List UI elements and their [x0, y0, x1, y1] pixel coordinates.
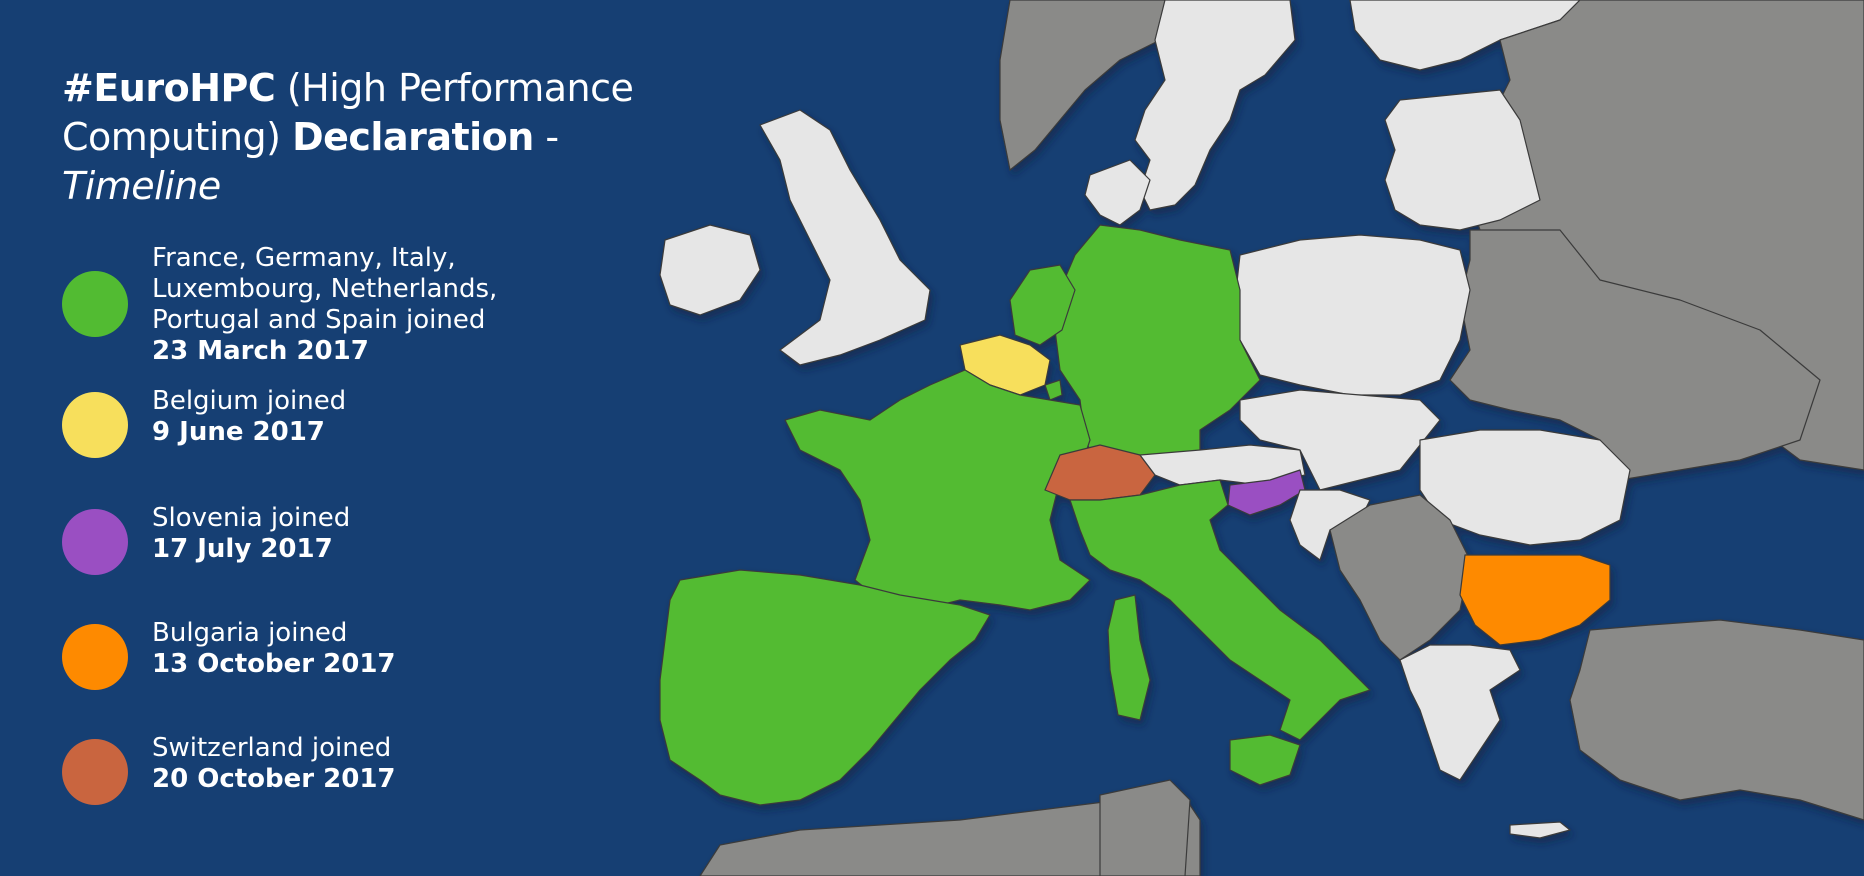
legend-label: Belgium joined: [152, 386, 347, 416]
legend-label: Bulgaria joined: [152, 618, 348, 648]
legend-text: France, Germany, Italy, Luxembourg, Nethe…: [152, 243, 497, 367]
turkey: [1569, 619, 1864, 821]
greece: [1399, 644, 1521, 781]
legend-text: Bulgaria joined 13 October 2017: [152, 618, 396, 680]
netherlands: [1009, 264, 1076, 346]
legend-label: Portugal and Spain joined: [152, 305, 486, 335]
poland: [1234, 234, 1471, 396]
legend-date: 17 July 2017: [152, 534, 333, 564]
sardinia-corsica: [1107, 594, 1151, 721]
legend-text: Slovenia joined 17 July 2017: [152, 503, 350, 565]
luxembourg: [1044, 379, 1063, 401]
sicily: [1229, 734, 1301, 786]
legend-swatch: [62, 271, 128, 337]
legend-label: Luxembourg, Netherlands,: [152, 274, 498, 304]
title-italic: Timeline: [62, 164, 221, 208]
legend-label: Slovenia joined: [152, 503, 351, 533]
italy: [1069, 479, 1371, 741]
ireland: [659, 224, 761, 316]
crete: [1509, 821, 1571, 839]
slovenia: [1227, 469, 1306, 516]
united-kingdom: [759, 109, 931, 366]
legend-label: Switzerland joined: [152, 733, 392, 763]
title-part2: Computing): [62, 115, 293, 159]
central-europe: [1239, 389, 1441, 491]
sweden-region: [1134, 0, 1296, 211]
legend-label: France, Germany, Italy,: [152, 243, 456, 273]
legend-date: 23 March 2017: [152, 336, 369, 366]
title-bold: Declaration: [292, 115, 534, 159]
title-dash: -: [533, 115, 559, 159]
legend-date: 9 June 2017: [152, 417, 325, 447]
legend-swatch: [62, 509, 128, 575]
legend-swatch: [62, 624, 128, 690]
legend-date: 13 October 2017: [152, 649, 396, 679]
denmark: [1084, 159, 1151, 226]
balkans-region: [1329, 494, 1471, 661]
page-title: #EuroHPC (High Performance Computing) De…: [62, 64, 662, 211]
tunisia-region: [1099, 779, 1191, 876]
baltic-states: [1384, 89, 1541, 231]
legend-text: Belgium joined 9 June 2017: [152, 386, 346, 448]
title-hashtag: #EuroHPC: [62, 66, 276, 110]
france: [784, 369, 1091, 611]
legend-text: Switzerland joined 20 October 2017: [152, 733, 396, 795]
legend-swatch: [62, 392, 128, 458]
bulgaria: [1459, 554, 1611, 646]
legend-date: 20 October 2017: [152, 764, 396, 794]
title-part1: (High Performance: [275, 66, 634, 110]
legend-swatch: [62, 739, 128, 805]
iberia: [659, 569, 991, 806]
